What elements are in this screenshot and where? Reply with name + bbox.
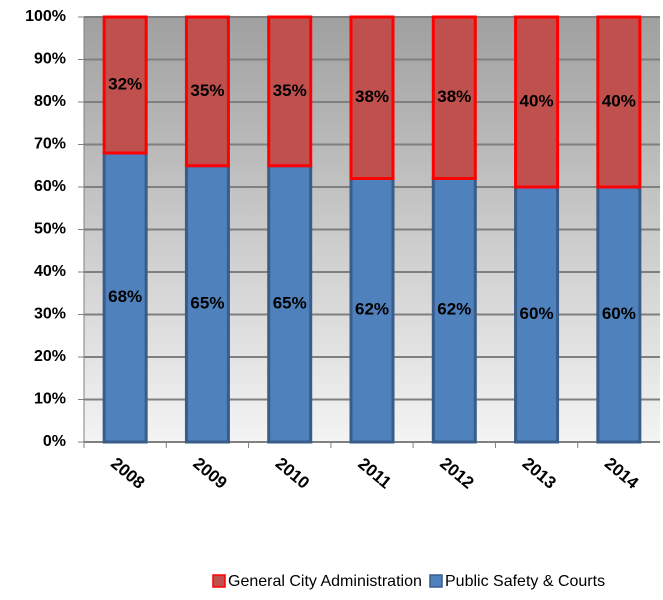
data-label: 35%: [273, 81, 307, 100]
bar-segment: [102, 151, 148, 444]
data-label: 40%: [520, 91, 554, 110]
data-label: 68%: [108, 287, 142, 306]
bar-segment: [184, 164, 230, 444]
data-label: 38%: [355, 87, 389, 106]
y-tick-label: 20%: [34, 348, 66, 365]
x-tick-label: 2010: [272, 454, 313, 493]
y-tick-label: 80%: [34, 93, 66, 110]
data-label: 40%: [602, 91, 636, 110]
legend-swatch: [212, 574, 226, 588]
data-label: 65%: [273, 293, 307, 312]
data-label: 32%: [108, 74, 142, 93]
legend-label: General City Administration: [228, 573, 422, 590]
y-tick-label: 90%: [34, 51, 66, 68]
x-tick-label: 2012: [436, 454, 477, 493]
y-tick-label: 30%: [34, 306, 66, 323]
data-label: 38%: [437, 87, 471, 106]
x-tick-label: 2014: [601, 454, 643, 493]
data-label: 60%: [602, 304, 636, 323]
x-tick-label: 2009: [189, 454, 230, 493]
x-tick-label: 2013: [519, 454, 560, 493]
bar-segment: [267, 164, 313, 444]
bar-segment: [267, 15, 313, 168]
bar-segment: [349, 177, 395, 444]
bar-segment: [596, 15, 642, 189]
legend-swatch: [429, 574, 443, 588]
data-label: 65%: [190, 293, 224, 312]
y-tick-label: 60%: [34, 178, 66, 195]
y-tick-label: 70%: [34, 136, 66, 153]
data-label: 62%: [437, 300, 471, 319]
bar-segment: [349, 15, 395, 180]
y-tick-label: 50%: [34, 221, 66, 238]
data-label: 62%: [355, 300, 389, 319]
bar-segment: [184, 15, 230, 168]
y-tick-label: 100%: [25, 8, 66, 25]
legend-label: Public Safety & Courts: [445, 573, 605, 590]
bar-segment: [431, 177, 477, 444]
x-tick-label: 2008: [107, 454, 148, 493]
bar-segment: [431, 15, 477, 180]
data-label: 35%: [190, 81, 224, 100]
data-label: 60%: [520, 304, 554, 323]
y-tick-label: 10%: [34, 391, 66, 408]
y-tick-label: 40%: [34, 263, 66, 280]
bar-segment: [102, 15, 148, 155]
bar-segment: [514, 15, 560, 189]
x-tick-label: 2011: [354, 454, 394, 492]
y-tick-label: 0%: [43, 433, 66, 450]
